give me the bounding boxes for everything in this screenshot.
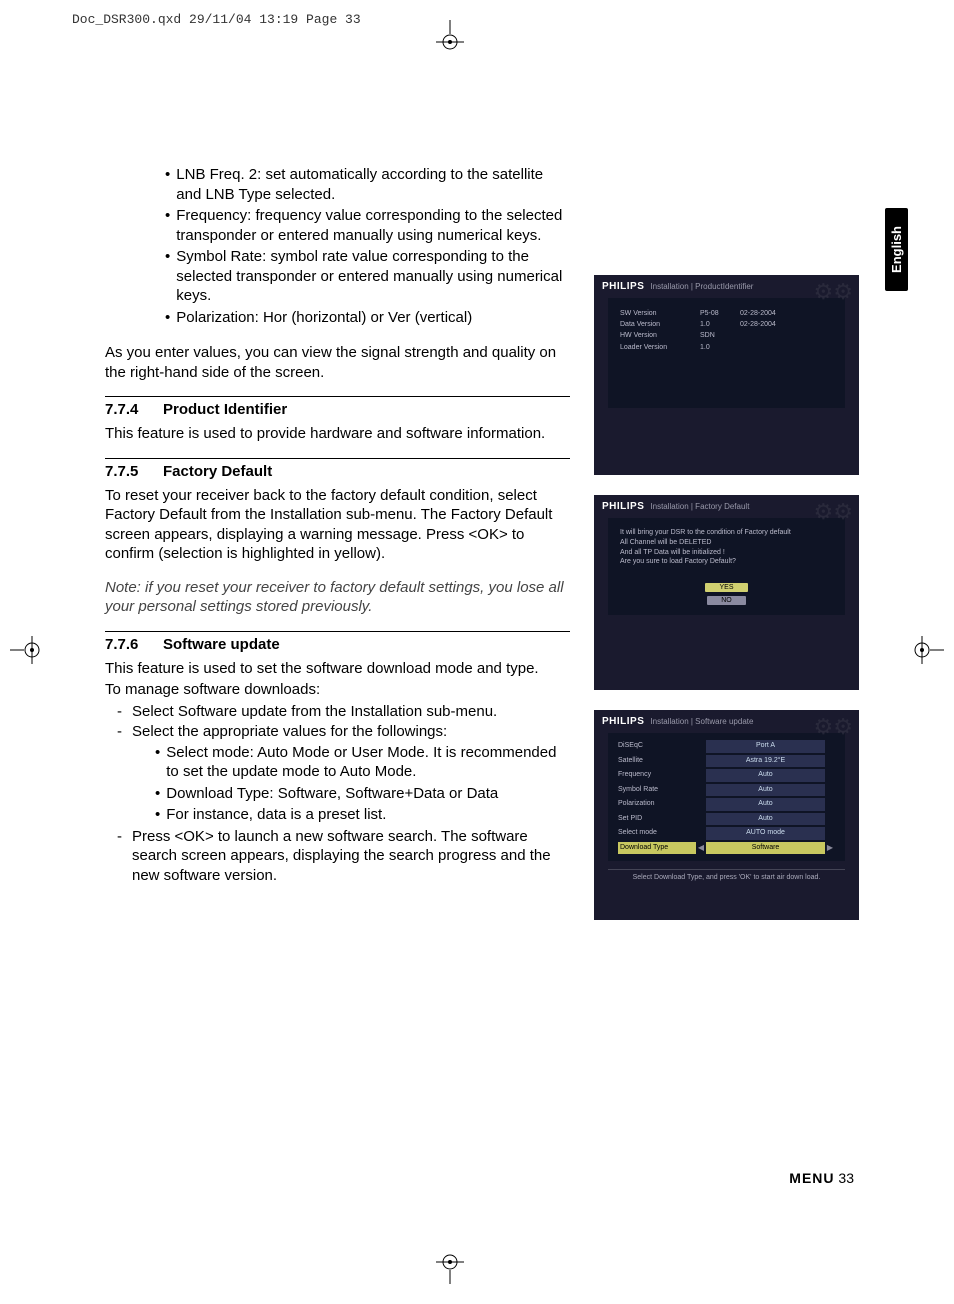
bullet-item: •Select mode: Auto Mode or User Mode. It… — [155, 743, 570, 782]
screenshot-factory-default: ⚙⚙ PHILIPS Installation | Factory Defaul… — [594, 495, 859, 690]
setting-row[interactable]: PolarizationAuto — [618, 797, 835, 812]
setting-row[interactable]: SatelliteAstra 19.2°E — [618, 754, 835, 769]
dash-item: -Press <OK> to launch a new software sea… — [117, 827, 570, 886]
crop-mark-right-icon — [904, 630, 944, 670]
info-row: Loader Version1.0 — [620, 342, 833, 353]
warning-text: It will bring your DSR to the condition … — [620, 528, 833, 567]
body-776-2: To manage software downloads: — [105, 680, 570, 700]
screenshot-software-update: ⚙⚙ PHILIPS Installation | Software updat… — [594, 710, 859, 920]
bullet-item: •For instance, data is a preset list. — [155, 805, 570, 825]
breadcrumb: Installation | Software update — [650, 717, 753, 726]
left-arrow-icon[interactable]: ◀ — [696, 842, 706, 854]
screenshot-body: SW VersionP5-0802-28-2004 Data Version1.… — [608, 298, 845, 408]
bullet-item: •LNB Freq. 2: set automatically accordin… — [165, 165, 570, 204]
dash-text: Press <OK> to launch a new software sear… — [132, 827, 570, 886]
crop-mark-top-icon — [430, 20, 470, 60]
dash-list: -Select Software update from the Install… — [117, 702, 570, 742]
yes-button[interactable]: YES — [705, 583, 747, 592]
info-row: HW VersionSDN — [620, 330, 833, 341]
screenshot-body: DiSEqCPort A SatelliteAstra 19.2°E Frequ… — [608, 733, 845, 861]
heading-title: Factory Default — [163, 463, 272, 480]
body-775: To reset your receiver back to the facto… — [105, 486, 570, 564]
screenshot-footer — [608, 623, 845, 641]
right-arrow-icon[interactable]: ▶ — [825, 842, 835, 854]
screenshot-body: It will bring your DSR to the condition … — [608, 518, 845, 615]
dash-list: -Press <OK> to launch a new software sea… — [117, 827, 570, 886]
setting-row[interactable]: Set PIDAuto — [618, 812, 835, 827]
heading-title: Product Identifier — [163, 401, 287, 418]
bullet-item: •Download Type: Software, Software+Data … — [155, 784, 570, 804]
setting-row[interactable]: Symbol RateAuto — [618, 783, 835, 798]
heading-title: Software update — [163, 636, 280, 653]
bullet-text: Download Type: Software, Software+Data o… — [166, 784, 498, 804]
settings-table: DiSEqCPort A SatelliteAstra 19.2°E Frequ… — [618, 739, 835, 855]
heading-number: 7.7.4 — [105, 401, 163, 418]
note-775: Note: if you reset your receiver to fact… — [105, 578, 570, 617]
screenshot-column: ⚙⚙ PHILIPS Installation | ProductIdentif… — [594, 275, 859, 940]
hint-text: Select Download Type, and press 'OK' to … — [608, 869, 845, 885]
page-number: 33 — [838, 1170, 854, 1186]
bullet-text: For instance, data is a preset list. — [166, 805, 386, 825]
dash-text: Select the appropriate values for the fo… — [132, 722, 447, 742]
crop-mark-left-icon — [10, 630, 50, 670]
bullet-item: •Frequency: frequency value correspondin… — [165, 206, 570, 245]
page-footer: MENU 33 — [789, 1170, 854, 1186]
info-row: Data Version1.002-28-2004 — [620, 319, 833, 330]
dash-item: -Select the appropriate values for the f… — [117, 722, 570, 742]
body-774: This feature is used to provide hardware… — [105, 424, 570, 444]
breadcrumb: Installation | Factory Default — [650, 502, 749, 511]
bullet-text: Frequency: frequency value corresponding… — [176, 206, 570, 245]
gear-icon: ⚙⚙ — [814, 499, 853, 525]
heading-number: 7.7.5 — [105, 463, 163, 480]
bullet-text: Select mode: Auto Mode or User Mode. It … — [166, 743, 570, 782]
main-text-column: •LNB Freq. 2: set automatically accordin… — [105, 165, 570, 886]
brand-label: PHILIPS — [602, 501, 644, 512]
setting-row[interactable]: Select modeAUTO mode — [618, 826, 835, 841]
brand-label: PHILIPS — [602, 716, 644, 727]
intro-bullet-list: •LNB Freq. 2: set automatically accordin… — [165, 165, 570, 327]
setting-row-selected[interactable]: Download Type◀Software▶ — [618, 841, 835, 856]
gear-icon: ⚙⚙ — [814, 714, 853, 740]
setting-row[interactable]: DiSEqCPort A — [618, 739, 835, 754]
gear-icon: ⚙⚙ — [814, 279, 853, 305]
breadcrumb: Installation | ProductIdentifier — [650, 282, 753, 291]
no-button[interactable]: NO — [707, 596, 746, 605]
print-source-header: Doc_DSR300.qxd 29/11/04 13:19 Page 33 — [72, 12, 361, 27]
bullet-text: LNB Freq. 2: set automatically according… — [176, 165, 570, 204]
intro-paragraph: As you enter values, you can view the si… — [105, 343, 570, 382]
footer-section-label: MENU — [789, 1170, 834, 1186]
bullet-text: Symbol Rate: symbol rate value correspon… — [176, 247, 570, 306]
bullet-item: •Symbol Rate: symbol rate value correspo… — [165, 247, 570, 306]
heading-776: 7.7.6Software update — [105, 631, 570, 653]
info-row: SW VersionP5-0802-28-2004 — [620, 308, 833, 319]
language-tab: English — [885, 208, 908, 291]
heading-number: 7.7.6 — [105, 636, 163, 653]
crop-mark-bottom-icon — [430, 1244, 470, 1284]
screenshot-product-identifier: ⚙⚙ PHILIPS Installation | ProductIdentif… — [594, 275, 859, 475]
heading-774: 7.7.4Product Identifier — [105, 396, 570, 418]
bullet-text: Polarization: Hor (horizontal) or Ver (v… — [176, 308, 472, 328]
sub-bullet-list: •Select mode: Auto Mode or User Mode. It… — [155, 743, 570, 825]
screenshot-footer — [608, 416, 845, 434]
brand-label: PHILIPS — [602, 281, 644, 292]
setting-row[interactable]: FrequencyAuto — [618, 768, 835, 783]
confirm-buttons: YES NO — [620, 583, 833, 605]
body-776-1: This feature is used to set the software… — [105, 659, 570, 679]
dash-text: Select Software update from the Installa… — [132, 702, 497, 722]
heading-775: 7.7.5Factory Default — [105, 458, 570, 480]
bullet-item: •Polarization: Hor (horizontal) or Ver (… — [165, 308, 570, 328]
dash-item: -Select Software update from the Install… — [117, 702, 570, 722]
